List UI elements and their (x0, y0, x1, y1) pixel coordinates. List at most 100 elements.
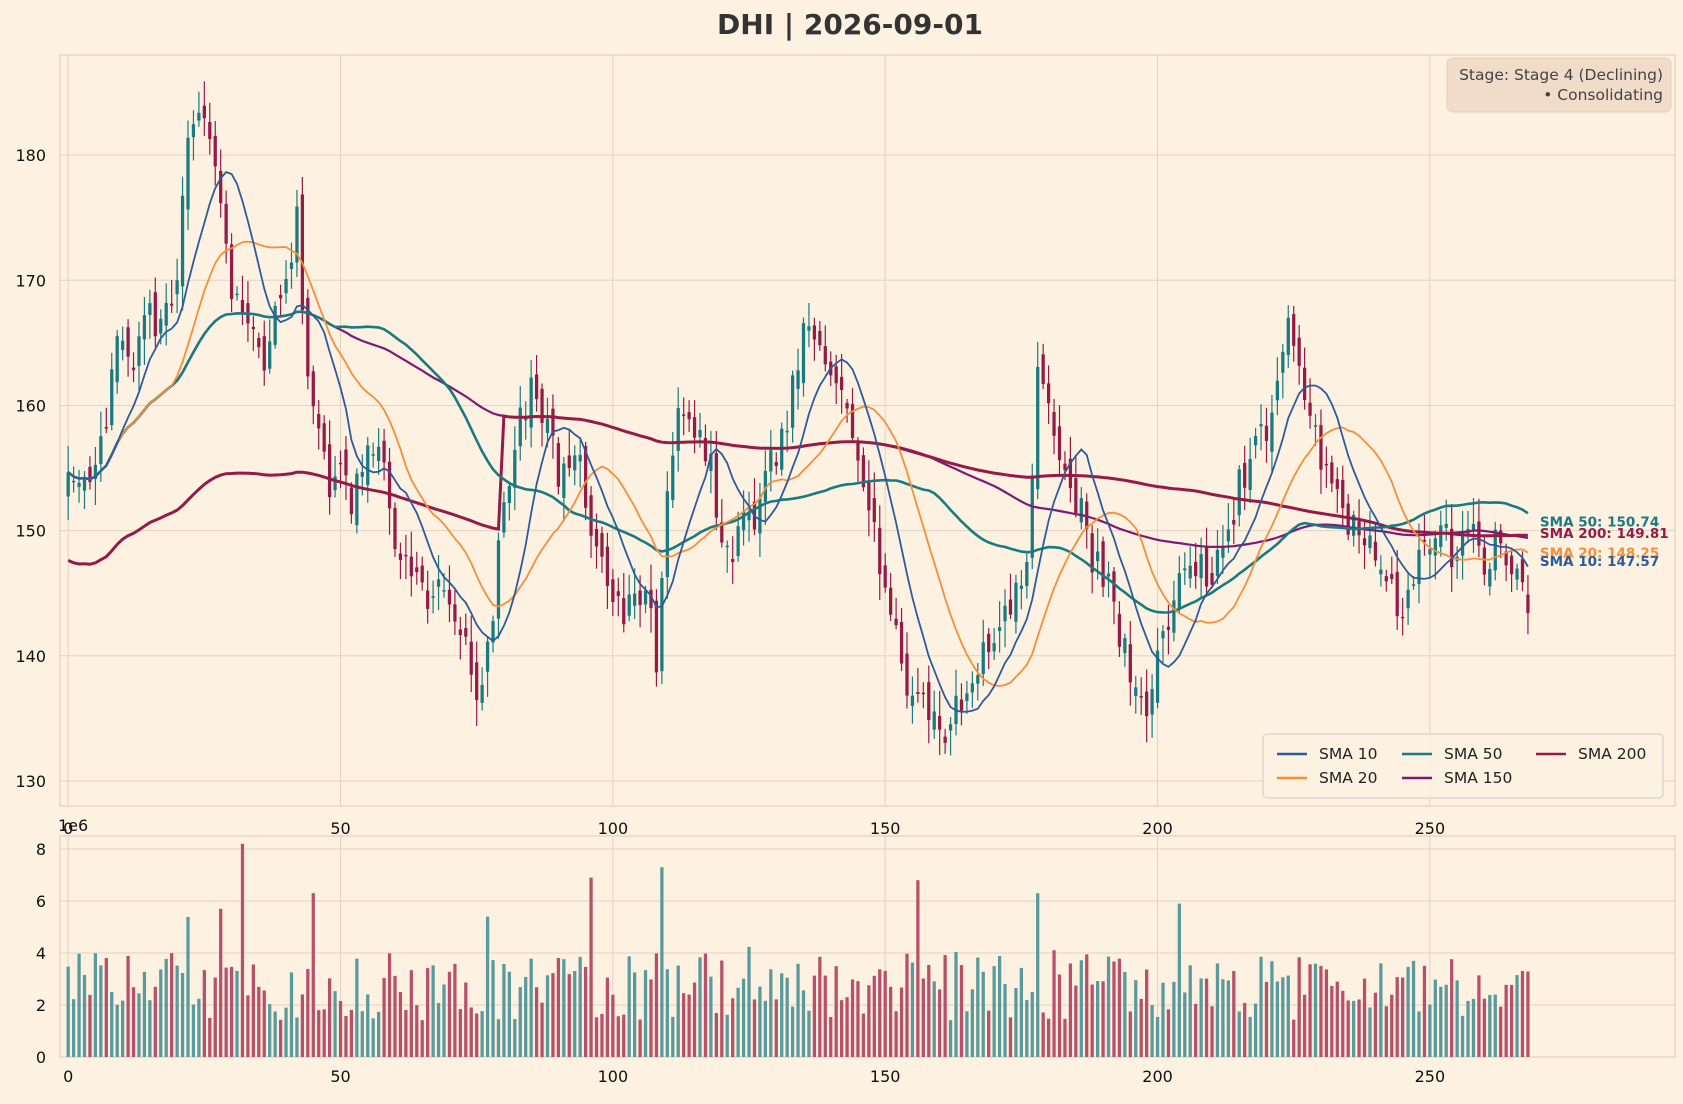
volume-bar (992, 966, 996, 1057)
candle-body (1270, 412, 1274, 452)
candle-body (219, 170, 223, 204)
candle-body (1095, 551, 1100, 562)
volume-bar (366, 994, 370, 1057)
volume-bar (1411, 960, 1416, 1057)
candle-body (398, 553, 403, 560)
candle-body (415, 567, 419, 573)
candle-body (741, 511, 746, 531)
price-y-tick-label: 160 (15, 396, 46, 415)
candle-body (594, 528, 599, 547)
stage-line-2: • Consolidating (1543, 86, 1663, 104)
candle-body (164, 302, 168, 326)
chart-title: DHI | 2026-09-01 (717, 8, 983, 41)
candle-body (1150, 689, 1154, 715)
candle-body (654, 600, 659, 673)
volume-bar (899, 987, 904, 1057)
candle-body (251, 326, 255, 330)
volume-bar (1324, 969, 1329, 1057)
volume-bar (682, 993, 686, 1057)
candle-body (1052, 411, 1056, 436)
volume-bar (703, 953, 708, 1057)
candle-body (703, 437, 708, 462)
volume-bar (660, 867, 664, 1057)
candle-body (110, 369, 114, 426)
volume-bar (594, 1017, 599, 1057)
volume-bar (938, 989, 942, 1057)
candle-body (382, 440, 386, 463)
price-frame (59, 54, 1676, 807)
candle-body (355, 473, 359, 526)
volume-bar (295, 1017, 299, 1057)
candle-body (148, 303, 152, 315)
candle-body (534, 374, 539, 400)
volume-bar (338, 1001, 343, 1057)
candle-body (131, 367, 136, 371)
candle-body (529, 377, 533, 428)
volume-bar (649, 979, 653, 1057)
volume-bar (1253, 1003, 1258, 1057)
candle-body (1384, 576, 1388, 582)
volume-bar (638, 1019, 642, 1057)
candle-body (916, 692, 920, 694)
candle-body (436, 579, 441, 587)
candle-body (137, 336, 141, 366)
candle-body (910, 695, 915, 706)
volume-bar (1199, 978, 1203, 1057)
volume-bar (1439, 986, 1443, 1057)
volume-bar (556, 958, 561, 1057)
volume-bar (93, 953, 98, 1057)
volume-bar (780, 973, 784, 1057)
volume-bar (219, 908, 223, 1057)
candle-body (1406, 589, 1410, 609)
candle-body (469, 641, 473, 675)
candle-body (377, 446, 381, 461)
volume-bar (540, 1002, 544, 1057)
volume-x-tick-label: 50 (330, 1067, 350, 1086)
volume-bar (355, 958, 359, 1057)
volume-bar (796, 963, 800, 1057)
candle-body (573, 455, 577, 471)
legend-label: SMA 20 (1319, 769, 1377, 787)
candle-body (1281, 351, 1285, 373)
candle-body (818, 330, 822, 346)
candle-body (1019, 585, 1024, 589)
candle-body (834, 366, 838, 384)
candle-body (731, 558, 735, 563)
candle-body (1264, 425, 1269, 441)
volume-bar (1112, 961, 1116, 1057)
candle-body (224, 203, 228, 244)
volume-bar (137, 993, 141, 1057)
candle-body (333, 476, 337, 491)
candle-body (1335, 479, 1339, 489)
volume-bar (872, 975, 876, 1057)
volume-bar (398, 992, 403, 1057)
volume-bar (1395, 977, 1399, 1057)
volume-y-tick-label: 8 (36, 840, 46, 859)
volume-bar (327, 978, 332, 1057)
volume-bar (970, 989, 974, 1057)
price-panel: 130 140 150 160 170 180 0 50 100 150 200 250 SMA 50:… (15, 54, 1676, 838)
candle-body (366, 445, 370, 486)
candle-body (1373, 541, 1378, 561)
candle-body (1063, 463, 1067, 471)
candle-body (611, 579, 615, 603)
volume-bar (251, 964, 255, 1057)
candle-body (769, 450, 773, 472)
volume-bar (927, 964, 931, 1057)
price-x-tick-label: 50 (330, 819, 350, 838)
candle-body (1215, 549, 1220, 576)
volume-bar (1090, 984, 1094, 1057)
candle-body (556, 443, 561, 487)
candle-body (121, 340, 125, 350)
volume-bar (633, 972, 637, 1057)
candle-body (785, 430, 789, 433)
candle-body (393, 508, 397, 550)
volume-bar (153, 986, 157, 1057)
candle-body (1101, 541, 1105, 587)
volume-bar (616, 1016, 620, 1057)
candle-body (175, 280, 179, 295)
volume-bar (894, 1011, 898, 1057)
volume-bar (513, 1019, 517, 1057)
candle-body (801, 323, 806, 384)
volume-bar (1460, 1015, 1465, 1057)
